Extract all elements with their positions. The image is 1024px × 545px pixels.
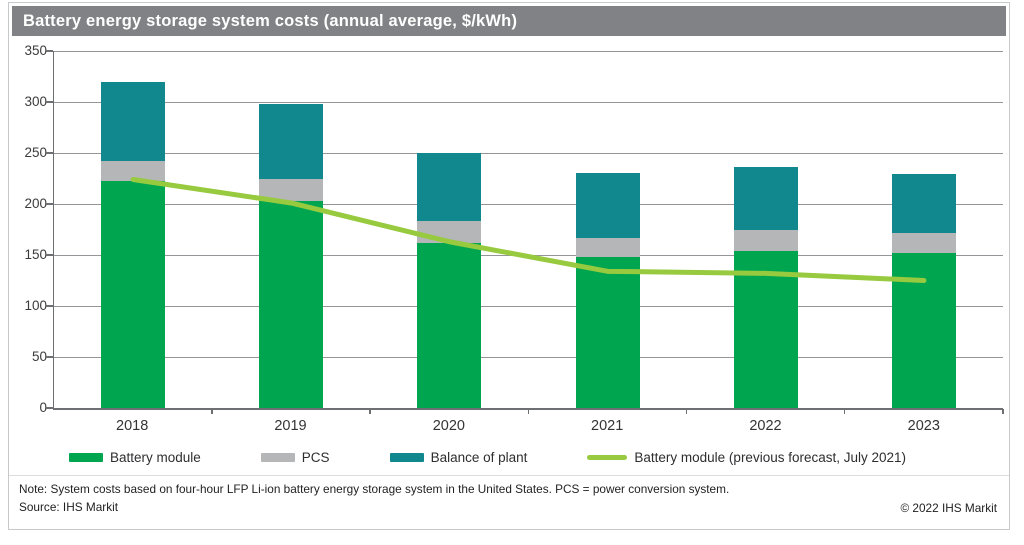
bar-segment-pcs xyxy=(575,237,640,258)
y-axis-tick xyxy=(46,50,53,52)
x-axis-tick xyxy=(369,409,371,414)
bar-segment-battery-module xyxy=(101,180,166,408)
gridline xyxy=(54,305,1003,307)
y-axis-tick xyxy=(46,101,53,103)
y-axis-label: 150 xyxy=(24,247,47,262)
x-axis-label-2022: 2022 xyxy=(749,417,782,434)
bar-slot-2019 xyxy=(212,51,370,408)
gridline xyxy=(54,101,1003,103)
x-axis-label-2021: 2021 xyxy=(591,417,624,434)
source-note: Source: IHS Markit xyxy=(19,499,118,514)
legend-swatch-balance-of-plant xyxy=(389,452,424,462)
chart-title-bar: Battery energy storage system costs (ann… xyxy=(12,6,1006,36)
x-axis-tick xyxy=(843,409,846,414)
chart-figure: Battery energy storage system costs (ann… xyxy=(8,2,1010,530)
bar-segment-pcs xyxy=(733,229,798,251)
y-axis-tick xyxy=(46,356,53,358)
bar-slot-2018 xyxy=(54,51,212,408)
bar-segment-pcs xyxy=(259,178,324,201)
y-axis-label: 300 xyxy=(24,94,47,109)
y-axis-tick xyxy=(46,407,53,409)
legend-item-pcs: PCS xyxy=(260,449,330,465)
bar-segment-battery-module xyxy=(733,250,798,408)
gridline xyxy=(54,50,1003,52)
y-axis-tick xyxy=(46,254,53,256)
footer: Note: System costs based on four-hour LF… xyxy=(9,475,1009,516)
x-axis-label-2018: 2018 xyxy=(116,417,149,434)
stacked-bar-2018 xyxy=(101,81,166,408)
x-axis-labels: 2018 2019 2020 2021 2022 2023 xyxy=(53,412,1003,439)
stacked-bar-2023 xyxy=(891,174,956,408)
bar-segment-balance-of-plant xyxy=(259,104,324,179)
y-axis-label: 0 xyxy=(39,400,47,415)
chart-title: Battery energy storage system costs (ann… xyxy=(23,12,518,30)
y-axis-tick xyxy=(46,305,53,307)
x-axis-label-2019: 2019 xyxy=(274,417,307,434)
copyright: © 2022 IHS Markit xyxy=(900,501,997,515)
gridline xyxy=(54,152,1003,154)
bar-slot-2022 xyxy=(687,51,845,408)
bar-segment-balance-of-plant xyxy=(891,174,956,233)
legend-label: Balance of plant xyxy=(430,449,528,465)
legend-label: Battery module xyxy=(110,449,201,465)
stacked-bar-2020 xyxy=(417,153,482,408)
legend-swatch-battery-module-previous-forecast-july-2021 xyxy=(587,454,628,460)
bar-segment-balance-of-plant xyxy=(417,153,482,222)
stacked-bar-2019 xyxy=(259,104,324,408)
y-axis-label: 250 xyxy=(24,145,47,160)
legend-swatch-battery-module xyxy=(69,452,103,462)
bar-segment-balance-of-plant xyxy=(575,173,640,238)
y-axis-label: 100 xyxy=(24,298,47,313)
legend-label: Battery module (previous forecast, July … xyxy=(634,449,907,465)
plot-area xyxy=(46,50,1004,414)
x-axis-label-2020: 2020 xyxy=(432,417,465,434)
y-axis-label: 200 xyxy=(24,196,47,211)
gridline xyxy=(54,356,1003,358)
bar-segment-balance-of-plant xyxy=(733,167,798,230)
y-axis-label: 50 xyxy=(31,349,47,364)
bar-segment-battery-module xyxy=(417,242,482,408)
bar-slot-2021 xyxy=(529,51,687,408)
legend-label: PCS xyxy=(301,449,330,465)
bar-segment-balance-of-plant xyxy=(101,81,166,162)
y-axis-tick xyxy=(46,152,53,154)
x-axis-label-2023: 2023 xyxy=(907,417,940,434)
legend-swatch-pcs xyxy=(260,452,295,462)
legend-item-battery-module-previous-forecast-july-2021: Battery module (previous forecast, July … xyxy=(587,450,906,465)
bar-slot-2023 xyxy=(845,51,1003,408)
bar-segment-pcs xyxy=(891,232,956,253)
bar-segment-battery-module xyxy=(575,257,640,408)
legend-item-battery-module: Battery module xyxy=(69,450,201,465)
bar-slot-2020 xyxy=(370,51,528,408)
x-axis-tick xyxy=(685,409,688,414)
bar-segment-battery-module xyxy=(259,200,324,408)
bar-segment-pcs xyxy=(417,221,482,243)
stacked-bar-2021 xyxy=(575,173,640,408)
x-axis-tick xyxy=(1002,409,1004,414)
x-axis-tick xyxy=(527,409,529,414)
legend-item-balance-of-plant: Balance of plant xyxy=(389,449,528,465)
x-axis-tick xyxy=(211,409,213,414)
bar-segment-battery-module xyxy=(891,252,956,408)
y-axis-tick xyxy=(46,203,53,205)
y-axis-label: 350 xyxy=(24,43,47,58)
chart-area: 0 50 100 150 200 250 300 350 xyxy=(9,39,1009,415)
bar-segment-pcs xyxy=(101,161,166,181)
legend: Battery module PCS Balance of plant Battery… xyxy=(9,439,1009,475)
stacked-bar-2022 xyxy=(733,167,798,408)
bar-slots xyxy=(54,51,1003,408)
footnote: Note: System costs based on four-hour LF… xyxy=(19,482,730,496)
